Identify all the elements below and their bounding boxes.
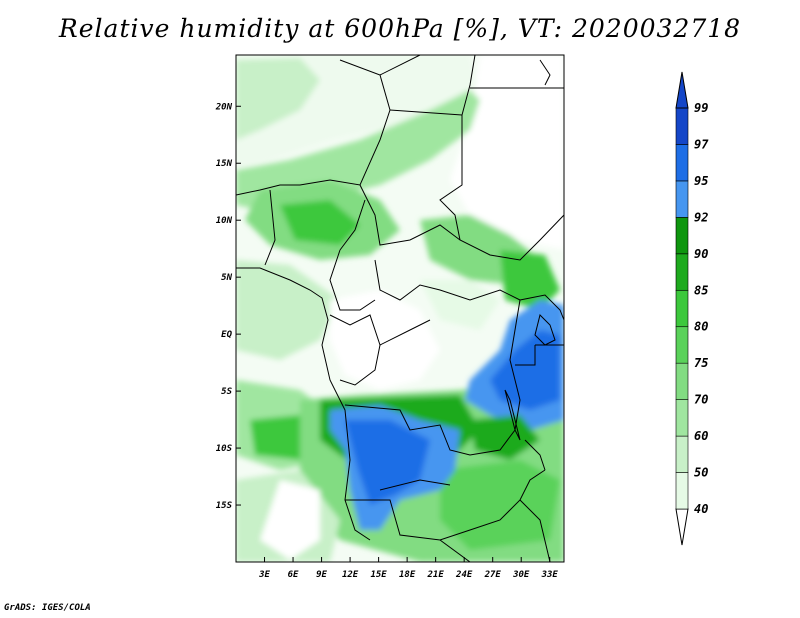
lon-tick-label: 6E <box>288 570 299 580</box>
colorbar-label: 95 <box>694 174 708 188</box>
colorbar-box <box>675 253 689 291</box>
page-title: Relative humidity at 600hPa [%], VT: 202… <box>58 14 742 43</box>
lat-tick-label: 20N <box>215 102 233 112</box>
colorbar-label: 99 <box>694 101 708 115</box>
lon-tick-label: 27E <box>484 570 502 580</box>
lat-tick-label: 10N <box>216 216 233 226</box>
lon-tick-label: 30E <box>512 570 530 580</box>
lat-tick-label: 5S <box>221 387 232 397</box>
lon-tick-label: 18E <box>399 570 416 580</box>
colorbar-label: 92 <box>694 210 708 224</box>
colorbar-label: 85 <box>694 283 708 297</box>
longitude-axis: 3E 6E 9E 12E 15E 18E 21E 24E 27E 30E 33E <box>258 557 558 580</box>
colorbar-label: 75 <box>694 356 708 370</box>
colorbar-label: 70 <box>694 393 708 407</box>
colorbar-box <box>675 144 689 182</box>
colorbar-label: 60 <box>694 429 708 443</box>
colorbar-label: 97 <box>694 137 709 151</box>
colorbar-box <box>675 217 689 255</box>
colorbar-box <box>675 362 689 400</box>
colorbar-label: 90 <box>694 247 708 261</box>
grads-credit: GrADS: IGES/COLA <box>4 603 91 613</box>
colorbar-box <box>675 289 689 328</box>
lat-tick-label: 10S <box>216 444 233 454</box>
lon-tick-label: 15E <box>370 570 387 580</box>
colorbar-box <box>675 180 689 218</box>
lat-tick-label: 15S <box>216 501 233 511</box>
colorbar-box <box>675 326 689 364</box>
colorbar-upper-triangle <box>675 71 689 109</box>
map-frame <box>235 54 565 563</box>
latitude-axis: 20N 15N 10N 5N EQ 5S 10S 15S <box>215 102 241 511</box>
lon-tick-label: 21E <box>427 570 445 580</box>
colorbar-lower-triangle <box>675 508 689 546</box>
lat-tick-label: 15N <box>216 159 233 169</box>
colorbar-label: 40 <box>694 502 708 516</box>
colorbar-label: 80 <box>694 320 708 334</box>
lon-tick-label: 9E <box>316 570 327 580</box>
lat-tick-label: EQ <box>221 330 232 340</box>
lon-tick-label: 33E <box>541 570 559 580</box>
colorbar-box <box>675 435 689 473</box>
humidity-field <box>236 55 564 562</box>
lon-tick-label: 24E <box>455 570 473 580</box>
country-borders <box>236 55 564 562</box>
colorbar-box <box>675 107 689 145</box>
lon-tick-label: 3E <box>258 570 270 580</box>
colorbar-box <box>675 399 689 437</box>
lon-tick-label: 12E <box>342 570 359 580</box>
colorbar-box <box>675 472 689 510</box>
lat-tick-label: 5N <box>221 273 232 283</box>
colorbar-label: 50 <box>694 466 708 480</box>
